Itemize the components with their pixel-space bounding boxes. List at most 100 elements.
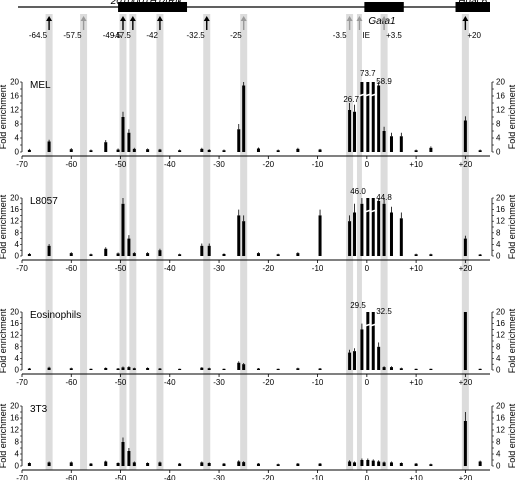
x-tick-label: -40 bbox=[164, 264, 176, 273]
y-axis-title: Fold enrichment bbox=[0, 403, 8, 468]
bar bbox=[348, 352, 352, 370]
bar bbox=[382, 367, 386, 370]
gene-label: Hdac6 bbox=[458, 0, 487, 7]
y-tick-label: 20 bbox=[496, 194, 505, 203]
y-tick-label: 0 bbox=[15, 252, 20, 261]
site-arrow-head bbox=[346, 16, 353, 21]
x-tick-label: -50 bbox=[115, 264, 127, 273]
site-arrow-head bbox=[80, 16, 87, 21]
bar bbox=[371, 312, 375, 370]
bar bbox=[127, 451, 131, 466]
bar bbox=[429, 254, 433, 256]
bar bbox=[158, 462, 162, 466]
y-axis-title: Fold enrichment bbox=[507, 84, 517, 149]
site-arrow-head bbox=[129, 16, 136, 21]
bar bbox=[116, 463, 120, 466]
x-tick-label: -50 bbox=[115, 474, 127, 480]
bar bbox=[222, 368, 226, 370]
site-arrow--3.5 bbox=[346, 16, 353, 30]
bar bbox=[104, 142, 108, 152]
bar bbox=[389, 462, 393, 466]
x-tick-label: 0 bbox=[365, 160, 370, 169]
bar bbox=[360, 203, 364, 256]
y-tick-label: 4 bbox=[496, 240, 501, 249]
y-tick-label: 20 bbox=[10, 194, 19, 203]
bar bbox=[222, 253, 226, 256]
bar bbox=[121, 442, 125, 466]
bar bbox=[89, 254, 93, 256]
bar bbox=[463, 312, 467, 370]
bar bbox=[414, 368, 418, 370]
y-tick-label: 0 bbox=[496, 148, 501, 157]
bar bbox=[399, 368, 403, 370]
y-tick-label: 20 bbox=[496, 78, 505, 87]
bar bbox=[377, 346, 381, 370]
y-tick-label: 8 bbox=[15, 438, 20, 447]
y-tick-label: 16 bbox=[10, 205, 19, 214]
site-bands bbox=[45, 14, 469, 470]
bar bbox=[353, 351, 357, 370]
bar bbox=[47, 141, 51, 152]
bar bbox=[207, 245, 211, 256]
site-arrow--57.5 bbox=[80, 16, 87, 30]
x-tick-label: +20 bbox=[459, 378, 473, 387]
bar bbox=[47, 367, 51, 370]
site-band bbox=[356, 14, 362, 470]
x-tick-label: -60 bbox=[65, 378, 77, 387]
site-label: -3.5 bbox=[333, 31, 347, 40]
bar bbox=[296, 148, 300, 152]
y-tick-label: 16 bbox=[10, 92, 19, 101]
y-axis-title: Fold enrichment bbox=[0, 194, 8, 259]
x-tick-label: +10 bbox=[409, 474, 423, 480]
bar bbox=[463, 421, 467, 466]
y-tick-label: 4 bbox=[15, 134, 20, 143]
bar bbox=[237, 461, 241, 466]
bar bbox=[132, 462, 136, 466]
axis-break-mark bbox=[364, 209, 372, 213]
x-tick-label: -70 bbox=[16, 160, 28, 169]
bar bbox=[478, 368, 482, 370]
x-tick-label: +10 bbox=[409, 160, 423, 169]
bar bbox=[478, 461, 482, 466]
y-tick-label: 4 bbox=[496, 450, 501, 459]
panel-eosinophils: -70 -60 -50 -40 -30 -20 -10 0 +10 +20048121620Fol… bbox=[0, 301, 517, 387]
y-tick-label: 4 bbox=[496, 134, 501, 143]
site-label: -42 bbox=[146, 31, 158, 40]
panel-label: Eosinophils bbox=[30, 310, 81, 321]
bar bbox=[318, 215, 322, 256]
bar bbox=[121, 367, 125, 370]
bar bbox=[146, 367, 150, 370]
bar bbox=[256, 148, 260, 152]
y-tick-label: 8 bbox=[496, 342, 501, 351]
x-tick-label: 0 bbox=[365, 378, 370, 387]
bar bbox=[429, 464, 433, 466]
gene-label: Gata1 bbox=[368, 16, 395, 27]
site-arrow-+3.5 bbox=[381, 16, 388, 30]
x-tick-label: -40 bbox=[164, 378, 176, 387]
bar bbox=[104, 248, 108, 256]
site-arrow--32.5 bbox=[203, 16, 210, 30]
x-tick-label: +20 bbox=[459, 264, 473, 273]
bar bbox=[256, 463, 260, 466]
y-tick-label: 20 bbox=[496, 402, 505, 411]
y-tick-label: 0 bbox=[496, 252, 501, 261]
bar bbox=[371, 82, 375, 152]
bar bbox=[242, 364, 246, 370]
bar bbox=[353, 462, 357, 466]
bar bbox=[69, 253, 73, 256]
bar bbox=[146, 149, 150, 152]
bar bbox=[276, 464, 280, 466]
x-tick-label: -60 bbox=[65, 474, 77, 480]
bar bbox=[237, 215, 241, 256]
x-tick-label: 0 bbox=[365, 264, 370, 273]
x-tick-label: -60 bbox=[65, 264, 77, 273]
bar bbox=[146, 253, 150, 256]
y-tick-label: 12 bbox=[496, 331, 505, 340]
x-tick-label: -60 bbox=[65, 160, 77, 169]
site-arrow--47.5 bbox=[129, 16, 136, 30]
bar bbox=[27, 368, 31, 370]
bar bbox=[89, 463, 93, 466]
bar bbox=[116, 368, 120, 370]
bar bbox=[414, 254, 418, 256]
